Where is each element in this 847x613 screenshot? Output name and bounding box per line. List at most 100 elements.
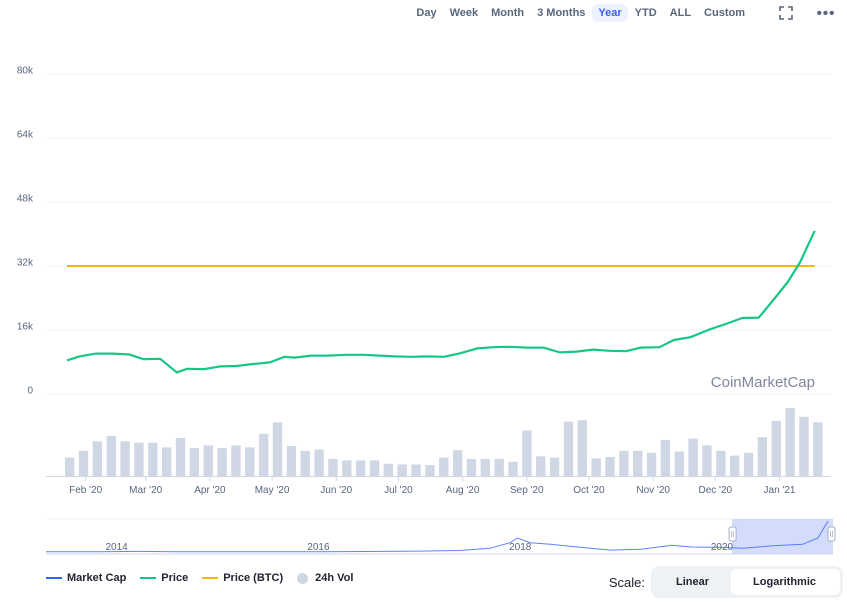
volume-bar — [771, 420, 781, 476]
volume-bar — [536, 456, 546, 476]
tab-day[interactable]: Day — [416, 7, 437, 19]
y-tick-label: 16k — [17, 322, 34, 333]
volume-bar — [120, 441, 130, 476]
x-tick-label: Aug '20 — [446, 485, 480, 496]
volume-bar — [702, 445, 712, 476]
volume-bar — [466, 459, 477, 476]
volume-bar — [743, 452, 754, 476]
tab-custom[interactable]: Custom — [704, 7, 745, 19]
price-btc-swatch — [202, 577, 219, 579]
volume-bar — [383, 463, 394, 476]
tab-ytd[interactable]: YTD — [634, 7, 657, 19]
legend-label: Price (BTC) — [223, 572, 284, 584]
y-tick-label: 80k — [17, 66, 34, 77]
volume-bar — [245, 447, 255, 476]
legend-label: Price — [161, 572, 189, 584]
volume-bar — [508, 461, 518, 476]
navigator-handle-grip — [728, 526, 737, 542]
scale-switcher: Scale: Linear Logarithmic — [609, 566, 843, 598]
tab-month[interactable]: Month — [491, 7, 525, 19]
navigator-handle[interactable] — [827, 526, 836, 542]
y-tick-label: 48k — [17, 194, 34, 205]
legend-label: 24h Vol — [315, 572, 354, 584]
volume-bar — [660, 439, 671, 476]
volume-bar — [563, 421, 574, 476]
volume-bar — [577, 420, 587, 476]
tab-week[interactable]: Week — [449, 7, 479, 19]
time-range-toolbar: Day Week Month 3 Months Year YTD ALL Cus… — [409, 0, 847, 26]
volume-bar — [605, 456, 615, 476]
volume-bar — [300, 450, 310, 476]
y-tick-label: 32k — [17, 258, 34, 269]
volume-bar — [397, 464, 407, 476]
x-tick-label: Jan '21 — [764, 485, 796, 496]
x-tick-label: Dec '20 — [698, 485, 732, 496]
navigator-year-label: 2014 — [106, 542, 129, 553]
volume-dot — [297, 572, 309, 584]
x-tick-label: Nov '20 — [636, 485, 670, 496]
watermark: CoinMarketCap — [711, 374, 815, 391]
volume-bar — [161, 447, 172, 476]
volume-bar — [286, 446, 297, 476]
legend-item-price-btc[interactable]: Price (BTC) — [202, 572, 283, 584]
volume-bar — [494, 459, 504, 476]
tab-all[interactable]: ALL — [669, 7, 692, 19]
tab-3-months[interactable]: 3 Months — [537, 7, 586, 19]
y-tick-label: 0 — [27, 386, 33, 397]
volume-bar — [688, 438, 698, 476]
legend-item-price[interactable]: Price — [140, 572, 188, 584]
volume-bar — [203, 445, 213, 476]
volume-bar — [314, 449, 324, 476]
x-tick-label: Jul '20 — [384, 485, 413, 496]
x-tick-label: Jun '20 — [320, 485, 352, 496]
volume-bar — [258, 433, 269, 476]
scale-linear-button[interactable]: Linear — [676, 576, 710, 588]
volume-bar — [65, 457, 75, 476]
legend-item-24h-vol[interactable]: 24h Vol — [297, 572, 353, 584]
volume-bar — [619, 450, 629, 476]
navigator-handle[interactable] — [728, 526, 737, 542]
volume-bar — [480, 459, 490, 476]
volume-bar — [369, 460, 380, 476]
navigator-handle-grip — [827, 526, 836, 542]
volume-bar — [785, 408, 795, 476]
scale-label: Scale: — [608, 574, 646, 590]
volume-bar — [674, 451, 684, 476]
legend-label: Market Cap — [67, 572, 127, 584]
volume-bar — [92, 441, 103, 476]
x-tick-label: Sep '20 — [510, 485, 544, 496]
navigator-year-label: 2016 — [307, 542, 330, 553]
volume-bar — [425, 465, 435, 476]
volume-bar — [716, 450, 726, 476]
more-icon[interactable]: ••• — [816, 4, 836, 22]
x-tick-label: May '20 — [255, 485, 290, 496]
volume-bar — [591, 458, 601, 476]
legend-item-market-cap[interactable]: Market Cap — [46, 572, 126, 584]
volume-bar — [78, 450, 89, 476]
volume-bar — [522, 430, 532, 476]
volume-bar — [813, 422, 823, 476]
volume-bar — [328, 459, 338, 476]
volume-bar — [272, 422, 283, 476]
scale-toggle: Linear Logarithmic — [651, 566, 843, 598]
navigator-year-label: 2018 — [509, 542, 532, 553]
volume-bar — [411, 464, 421, 476]
price-swatch — [140, 577, 157, 579]
x-tick-label: Feb '20 — [69, 485, 102, 496]
x-tick-label: Apr '20 — [194, 485, 226, 496]
navigator-selection — [732, 519, 833, 554]
volume-bar — [799, 416, 809, 476]
scale-logarithmic-button[interactable]: Logarithmic — [731, 569, 840, 595]
legend: Market Cap Price Price (BTC) 24h Vol — [46, 572, 367, 584]
fullscreen-icon[interactable] — [773, 2, 799, 24]
volume-bar — [633, 450, 643, 476]
volume-bar — [452, 450, 463, 476]
volume-bar — [355, 460, 366, 476]
volume-bar — [757, 437, 768, 476]
volume-bar — [342, 460, 352, 476]
volume-bar — [730, 455, 740, 476]
tab-year[interactable]: Year — [592, 4, 628, 22]
x-tick-label: Oct '20 — [573, 485, 605, 496]
price-line — [66, 230, 816, 374]
volume-bar — [148, 442, 158, 476]
